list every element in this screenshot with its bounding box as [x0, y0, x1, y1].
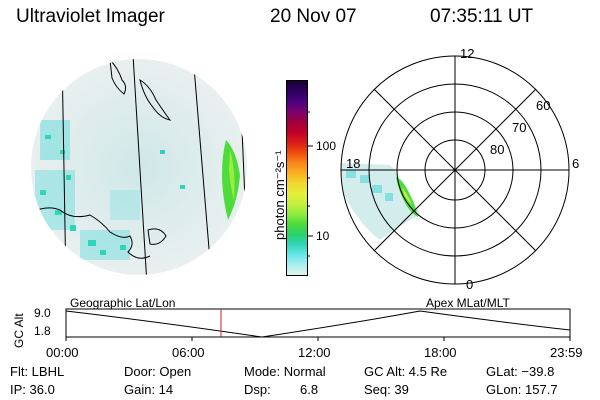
mlt-label-12: 12 — [460, 46, 475, 61]
filter-status: Flt: LBHL — [10, 364, 65, 379]
ip-status: IP: 36.0 — [10, 382, 55, 397]
seq-status: Seq: 39 — [364, 382, 409, 397]
mlt-label-0: 0 — [466, 277, 474, 292]
time-tick-3: 18:00 — [424, 345, 457, 360]
gc-alt-status: GC Alt: 4.5 Re — [364, 364, 448, 379]
door-status: Door: Open — [124, 364, 192, 379]
dsp-label: Dsp: — [244, 382, 271, 397]
glat-status: GLat: −39.8 — [486, 364, 555, 379]
observation-date: 20 Nov 07 — [270, 6, 357, 27]
glon-status: GLon: 157.7 — [486, 382, 558, 397]
observation-time: 07:35:11 UT — [430, 6, 534, 27]
coastline — [31, 207, 151, 259]
gc-alt-tick-min: 1.8 — [34, 324, 51, 338]
geographic-image — [31, 59, 247, 275]
colorbar-ticks — [307, 111, 313, 257]
time-tick-0: 00:00 — [46, 345, 79, 360]
colorbar-tick-100: 100 — [316, 139, 337, 153]
polar-panel-label: Apex MLat/MLT — [426, 296, 510, 310]
dsp-value: 6.8 — [300, 382, 319, 397]
mlat-label-80: 80 — [490, 142, 505, 157]
mlat-label-60: 60 — [536, 98, 551, 113]
app-title: Ultraviolet Imager — [16, 6, 165, 27]
mode-status: Mode: Normal — [244, 364, 326, 379]
geo-panel-label: Geographic Lat/Lon — [70, 296, 176, 310]
gain-status: Gain: 14 — [124, 382, 174, 397]
mlat-label-70: 70 — [512, 120, 527, 135]
altitude-curve — [65, 310, 571, 338]
time-tick-1: 06:00 — [172, 345, 205, 360]
time-tick-4: 23:59 — [550, 345, 583, 360]
polar-plot — [340, 55, 570, 285]
mlt-label-6: 6 — [572, 156, 580, 171]
gc-alt-tick-max: 9.0 — [34, 306, 51, 320]
colorbar-tick-10: 10 — [316, 229, 330, 243]
time-tick-2: 12:00 — [298, 345, 331, 360]
mlt-label-18: 18 — [346, 156, 361, 171]
